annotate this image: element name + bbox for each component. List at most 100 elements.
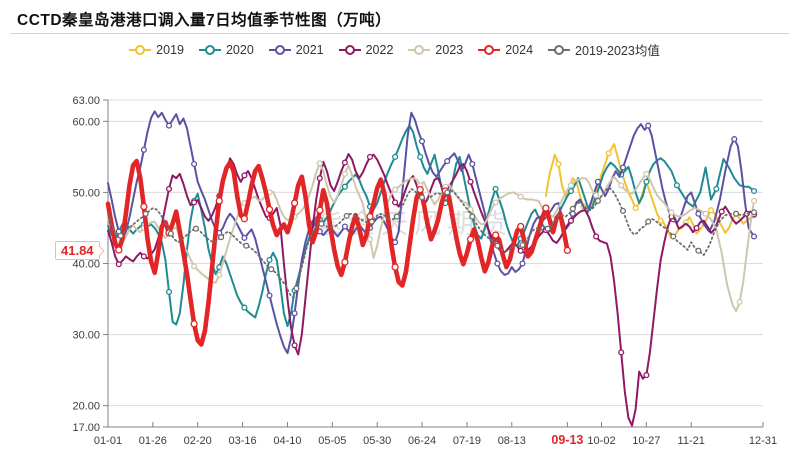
data-point-marker [341, 183, 348, 190]
data-point-marker [750, 197, 758, 204]
data-point-marker [567, 187, 575, 195]
data-point-marker [469, 160, 476, 168]
data-point-marker [494, 260, 501, 267]
data-point-marker [618, 349, 625, 356]
page-title: CCTD秦皇岛港港口调入量7日均值季节性图（万吨） [17, 12, 392, 29]
data-point-marker [241, 304, 248, 311]
legend-marker-icon [129, 44, 152, 55]
x-tick-label: 05-05 [318, 435, 346, 447]
data-point-marker [693, 224, 700, 232]
data-point-marker [341, 258, 349, 266]
legend-item-2024[interactable]: 2024 [478, 43, 533, 57]
legend-label: 2020 [225, 42, 254, 57]
legend-label: 2019 [156, 42, 184, 57]
legend-item-2019[interactable]: 2019 [129, 43, 184, 57]
data-point-marker [293, 285, 300, 292]
data-point-marker [117, 232, 124, 239]
data-point-marker [695, 247, 702, 254]
data-point-marker [265, 205, 274, 214]
legend: 2019 2020 2021 2022 2023 2024 2019-2023均值 [0, 40, 789, 59]
legend-item-2023[interactable]: 2023 [408, 43, 463, 57]
data-point-marker [519, 241, 526, 249]
x-tick-label: 10-02 [587, 435, 615, 447]
data-point-marker [643, 170, 650, 177]
data-point-marker [466, 235, 475, 243]
x-tick-label: 05-30 [363, 435, 391, 447]
data-point-marker [240, 215, 249, 223]
series-line-2021 [107, 110, 755, 355]
data-point-marker [593, 192, 600, 199]
data-point-marker [632, 205, 639, 212]
y-tick-label: 17.00 [72, 422, 100, 434]
legend-item-2020[interactable]: 2020 [198, 42, 254, 57]
data-point-marker [417, 153, 424, 160]
data-point-marker [165, 122, 173, 129]
data-point-marker [191, 199, 198, 206]
legend-label: 2024 [505, 42, 534, 57]
data-point-marker [517, 247, 524, 254]
y-tick-label: 63.00 [72, 95, 100, 107]
data-point-marker [444, 189, 451, 196]
data-point-marker [657, 217, 664, 224]
data-point-marker [643, 372, 650, 379]
data-point-marker [750, 209, 758, 216]
data-point-marker [416, 185, 424, 194]
x-tick-label: 03-16 [229, 435, 257, 447]
data-point-marker [266, 256, 273, 263]
data-point-marker [316, 206, 324, 214]
x-tick-label: 11-21 [678, 435, 705, 447]
data-point-marker [594, 197, 601, 204]
data-point-marker [191, 263, 198, 270]
series-line-2024 [105, 158, 570, 347]
data-point-marker [718, 208, 725, 215]
legend-item-2021[interactable]: 2021 [268, 43, 324, 57]
y-tick-label: 50.00 [72, 187, 100, 199]
data-point-marker [341, 159, 348, 166]
data-point-marker [645, 122, 652, 129]
data-point-marker [368, 218, 375, 225]
data-point-marker [733, 210, 740, 217]
data-point-marker [542, 204, 550, 212]
data-point-marker [695, 210, 702, 217]
data-point-marker [140, 146, 147, 153]
current-value-callout: 41.84 [55, 241, 100, 260]
legend-marker-icon [408, 44, 431, 55]
data-point-marker [190, 320, 198, 328]
data-point-marker [707, 207, 715, 214]
data-point-marker [115, 261, 122, 268]
legend-marker-icon [268, 44, 291, 55]
data-point-marker [165, 185, 173, 192]
data-point-marker [673, 182, 680, 189]
legend-item-2019-2023均值[interactable]: 2019-2023均值 [548, 40, 660, 59]
data-point-marker [392, 186, 399, 193]
data-point-marker [517, 222, 525, 231]
data-point-marker [215, 197, 223, 205]
data-point-marker [341, 223, 348, 230]
legend-item-2022[interactable]: 2022 [338, 43, 393, 57]
y-tick-label: 60.00 [72, 116, 100, 128]
x-tick-label: 04-10 [273, 435, 301, 447]
data-point-marker [750, 233, 758, 240]
gridlines [108, 99, 763, 407]
data-point-marker [115, 246, 123, 254]
x-tick-label: 01-26 [139, 435, 167, 447]
data-point-marker [544, 225, 551, 232]
x-tick-label: 08-13 [498, 435, 526, 447]
data-point-marker [750, 187, 758, 195]
x-tick-label: 01-01 [94, 435, 122, 447]
data-point-marker [140, 253, 147, 260]
x-tick-label: 07-19 [453, 435, 481, 447]
data-point-marker [593, 233, 600, 240]
data-point-marker [393, 213, 400, 220]
title-divider [10, 33, 789, 34]
data-point-marker [241, 172, 248, 179]
data-point-marker [343, 212, 350, 219]
data-point-marker [241, 234, 248, 241]
data-point-marker [192, 225, 199, 232]
x-tick-label: 02-20 [184, 435, 212, 447]
data-point-marker [318, 220, 325, 227]
data-point-marker [291, 342, 298, 349]
data-point-marker [316, 175, 323, 182]
